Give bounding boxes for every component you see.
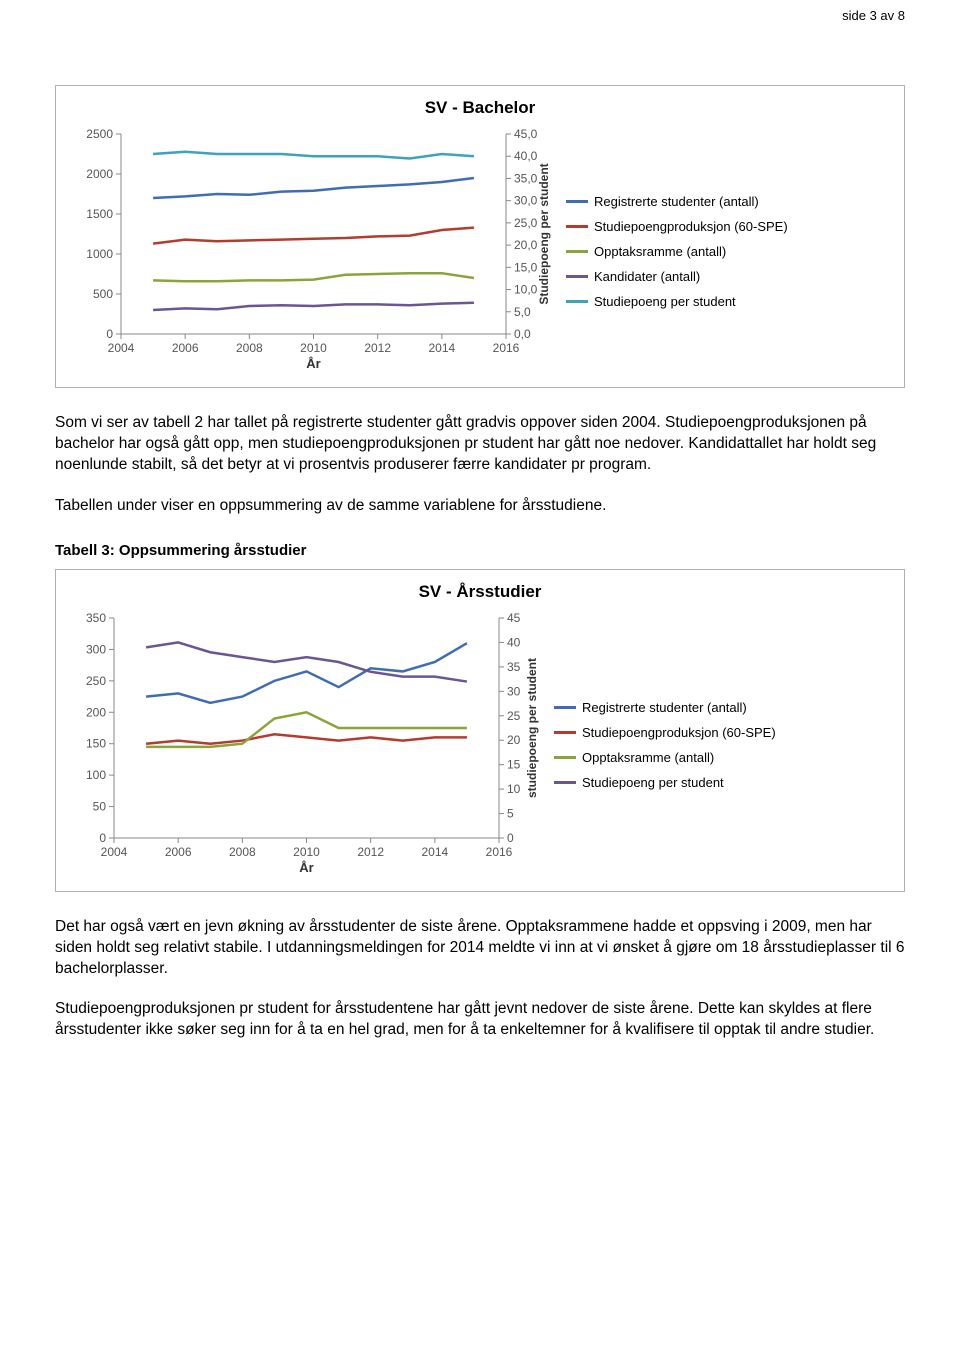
chart-bachelor: SV - Bachelor 0 500 1000 1500 2000 2500 0,0 5,0… <box>55 85 905 388</box>
legend-label: Studiepoengproduksjon (60-SPE) <box>582 725 776 740</box>
svg-text:År: År <box>299 860 313 875</box>
legend-label: Kandidater (antall) <box>594 269 700 284</box>
legend-label: Opptaksramme (antall) <box>582 750 714 765</box>
table-heading: Tabell 3: Oppsummering årsstudier <box>55 542 905 559</box>
svg-text:30: 30 <box>507 684 521 698</box>
legend-item: Studiepoengproduksjon (60-SPE) <box>566 219 788 234</box>
legend-item: Studiepoeng per student <box>554 775 776 790</box>
svg-text:0: 0 <box>507 831 514 845</box>
svg-text:studiepoeng per student: studiepoeng per student <box>525 658 539 798</box>
svg-text:5,0: 5,0 <box>514 305 531 319</box>
svg-text:2008: 2008 <box>229 845 256 859</box>
legend-swatch <box>566 250 588 253</box>
svg-text:2012: 2012 <box>364 341 391 355</box>
svg-text:År: År <box>306 356 320 371</box>
legend-swatch <box>554 731 576 734</box>
chart-legend: Registrerte studenter (antall) Studiepoen… <box>544 608 776 883</box>
chart-title: SV - Bachelor <box>66 98 894 118</box>
svg-text:2006: 2006 <box>172 341 199 355</box>
paragraph: Studiepoengproduksjonen pr student for å… <box>55 999 905 1041</box>
legend-item: Studiepoengproduksjon (60-SPE) <box>554 725 776 740</box>
legend-swatch <box>566 300 588 303</box>
chart-plot: 0 500 1000 1500 2000 2500 0,0 5,0 10,0 15,0 20,0 25… <box>66 124 556 379</box>
legend-item: Opptaksramme (antall) <box>554 750 776 765</box>
svg-text:0,0: 0,0 <box>514 327 531 341</box>
legend-label: Studiepoengproduksjon (60-SPE) <box>594 219 788 234</box>
legend-swatch <box>554 756 576 759</box>
svg-text:35,0: 35,0 <box>514 171 538 185</box>
legend-item: Registrerte studenter (antall) <box>554 700 776 715</box>
svg-text:2004: 2004 <box>101 845 128 859</box>
svg-text:10,0: 10,0 <box>514 283 538 297</box>
svg-text:0: 0 <box>106 327 113 341</box>
svg-text:5: 5 <box>507 806 514 820</box>
svg-text:2014: 2014 <box>428 341 455 355</box>
svg-text:Studiepoeng per student: Studiepoeng per student <box>537 163 551 304</box>
svg-text:2012: 2012 <box>357 845 384 859</box>
svg-text:50: 50 <box>93 799 107 813</box>
legend-label: Studiepoeng per student <box>582 775 724 790</box>
svg-text:250: 250 <box>86 674 106 688</box>
paragraph: Det har også vært en jevn økning av årss… <box>55 917 905 980</box>
legend-label: Registrerte studenter (antall) <box>594 194 759 209</box>
legend-swatch <box>566 275 588 278</box>
svg-text:2010: 2010 <box>293 845 320 859</box>
legend-swatch <box>566 225 588 228</box>
svg-text:20,0: 20,0 <box>514 238 538 252</box>
page-number: side 3 av 8 <box>842 8 905 23</box>
svg-text:40,0: 40,0 <box>514 149 538 163</box>
svg-text:2016: 2016 <box>486 845 513 859</box>
legend-swatch <box>554 781 576 784</box>
svg-text:45: 45 <box>507 611 521 625</box>
svg-text:1000: 1000 <box>86 247 113 261</box>
svg-text:30,0: 30,0 <box>514 194 538 208</box>
legend-swatch <box>566 200 588 203</box>
svg-text:2004: 2004 <box>108 341 135 355</box>
svg-text:2008: 2008 <box>236 341 263 355</box>
svg-text:35: 35 <box>507 660 521 674</box>
svg-text:2016: 2016 <box>493 341 520 355</box>
svg-text:2014: 2014 <box>421 845 448 859</box>
legend-label: Opptaksramme (antall) <box>594 244 726 259</box>
svg-text:25: 25 <box>507 708 521 722</box>
legend-swatch <box>554 706 576 709</box>
svg-text:45,0: 45,0 <box>514 127 538 141</box>
legend-label: Studiepoeng per student <box>594 294 736 309</box>
legend-item: Opptaksramme (antall) <box>566 244 788 259</box>
svg-text:200: 200 <box>86 705 106 719</box>
paragraph: Tabellen under viser en oppsummering av … <box>55 496 905 517</box>
svg-text:2000: 2000 <box>86 167 113 181</box>
svg-text:100: 100 <box>86 768 106 782</box>
chart-title: SV - Årsstudier <box>66 582 894 602</box>
svg-text:40: 40 <box>507 635 521 649</box>
svg-text:350: 350 <box>86 611 106 625</box>
svg-text:500: 500 <box>93 287 113 301</box>
legend-label: Registrerte studenter (antall) <box>582 700 747 715</box>
chart-aarsstudier: SV - Årsstudier 0 50 100 150 200 250 300 350 0 5 1… <box>55 569 905 892</box>
svg-text:25,0: 25,0 <box>514 216 538 230</box>
chart-plot: 0 50 100 150 200 250 300 350 0 5 10 15 20 25 30 35 40 45 2… <box>66 608 544 883</box>
legend-item: Kandidater (antall) <box>566 269 788 284</box>
svg-text:2006: 2006 <box>165 845 192 859</box>
svg-text:1500: 1500 <box>86 207 113 221</box>
svg-text:20: 20 <box>507 733 521 747</box>
svg-text:2010: 2010 <box>300 341 327 355</box>
svg-text:300: 300 <box>86 642 106 656</box>
legend-item: Studiepoeng per student <box>566 294 788 309</box>
svg-text:10: 10 <box>507 782 521 796</box>
paragraph: Som vi ser av tabell 2 har tallet på reg… <box>55 413 905 476</box>
chart-legend: Registrerte studenter (antall) Studiepoen… <box>556 124 788 379</box>
svg-text:15: 15 <box>507 757 521 771</box>
svg-text:150: 150 <box>86 736 106 750</box>
svg-text:2500: 2500 <box>86 127 113 141</box>
svg-text:0: 0 <box>99 831 106 845</box>
legend-item: Registrerte studenter (antall) <box>566 194 788 209</box>
svg-text:15,0: 15,0 <box>514 260 538 274</box>
